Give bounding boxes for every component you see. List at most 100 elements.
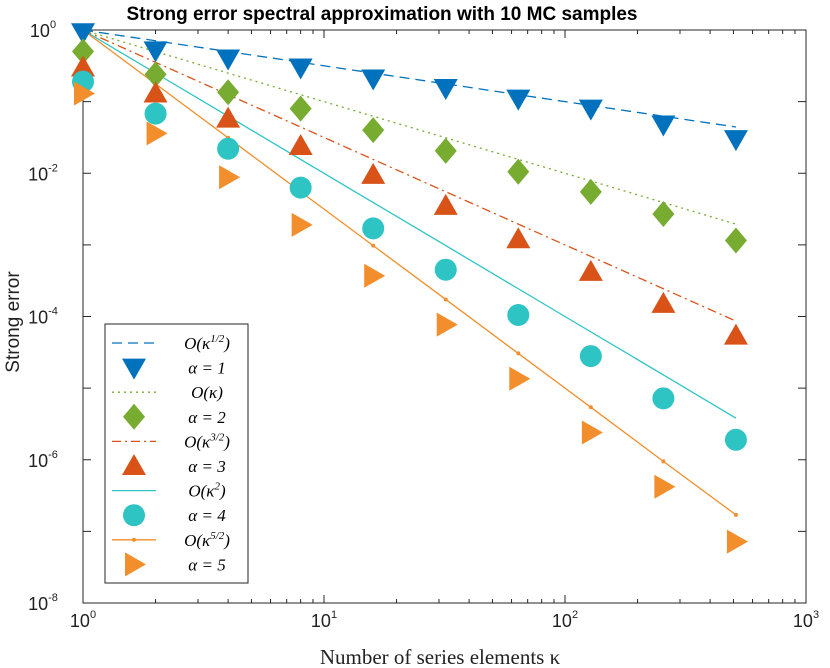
legend-entry: α = 2 (123, 403, 226, 430)
series-alpha-2 (72, 38, 747, 254)
legend-entry: O(κ2) (112, 481, 226, 501)
legend-line-dot (132, 537, 136, 542)
x-tick-label: 103 (793, 609, 819, 631)
data-point (146, 121, 168, 146)
chart-title: Strong error spectral approximation with… (126, 4, 637, 25)
series-alpha-1 (71, 23, 748, 152)
data-point (434, 258, 457, 281)
data-point (434, 137, 457, 164)
legend-entry: α = 1 (122, 358, 226, 380)
legend-label: α = 4 (188, 506, 226, 525)
legend-label: O(κ3/2) (184, 431, 230, 451)
legend-label: α = 5 (188, 555, 225, 574)
data-point (436, 312, 458, 337)
x-tick-label: 101 (311, 609, 337, 631)
legend-label: O(κ2) (188, 481, 226, 501)
y-tick-label: 10-6 (28, 449, 58, 471)
data-point (143, 41, 168, 63)
data-point (507, 158, 530, 185)
legend-entry: O(κ3/2) (112, 431, 230, 451)
legend-label: α = 1 (188, 359, 225, 378)
legend: O(κ1/2) α = 1 O(κ) α = 2 O(κ3/2) α = 3 O(κ2) α … (104, 323, 249, 584)
legend-label: α = 2 (188, 408, 226, 427)
data-point (74, 81, 95, 106)
series-alpha-4 (72, 70, 747, 451)
legend-entries: O(κ1/2) α = 1 O(κ) α = 2 O(κ3/2) α = 3 O(κ2) α … (112, 333, 230, 577)
data-point (219, 165, 241, 190)
legend-entry: α = 5 (125, 552, 226, 577)
data-point (144, 61, 167, 88)
x-tick-label: 100 (70, 609, 96, 631)
data-point (506, 227, 531, 249)
data-point (724, 428, 747, 451)
legend-label: α = 3 (188, 457, 225, 476)
data-point (433, 193, 458, 215)
data-point (651, 115, 676, 137)
axis-ticks: 100 101 102 103 100 10-2 10-4 10-6 10-8 (28, 19, 819, 631)
data-point (216, 49, 241, 71)
data-point (723, 130, 748, 152)
legend-entry: α = 4 (123, 504, 226, 527)
legend-entry: α = 3 (122, 454, 226, 476)
legend-label: O(κ) (191, 383, 223, 402)
data-point (726, 529, 748, 554)
data-point (288, 58, 313, 80)
reference-line-point (733, 512, 738, 517)
data-point (579, 178, 602, 205)
y-axis-label: Strong error (3, 271, 24, 373)
data-point (216, 106, 241, 128)
data-point (364, 263, 386, 288)
data-point (581, 420, 603, 445)
data-point (143, 81, 168, 103)
reference-line-5 (82, 29, 737, 516)
data-point (654, 474, 676, 499)
data-point (652, 387, 675, 410)
x-tick-label: 102 (552, 609, 578, 631)
data-point (651, 291, 676, 313)
data-point (71, 55, 95, 77)
reference-lines (82, 29, 738, 517)
data-point (723, 323, 748, 345)
legend-marker-swatch (123, 504, 145, 527)
series-alpha-3 (71, 55, 748, 345)
legend-label: O(κ5/2) (184, 530, 230, 550)
legend-marker-swatch (122, 454, 146, 475)
data-point (217, 137, 240, 160)
data-point (289, 95, 312, 122)
x-axis-label: Number of series elements κ (320, 645, 561, 668)
reference-line-4 (82, 29, 737, 419)
data-point (288, 134, 313, 156)
data-point (724, 227, 747, 254)
data-point (144, 102, 167, 125)
y-tick-label: 10-2 (28, 162, 58, 184)
legend-marker-swatch (125, 552, 146, 577)
legend-label: O(κ1/2) (184, 333, 230, 353)
reference-line-3 (82, 29, 737, 322)
data-point (433, 78, 458, 100)
y-tick-label: 10-4 (28, 306, 58, 328)
data-point (361, 69, 386, 91)
reference-line-point (443, 297, 448, 302)
legend-entry: O(κ) (112, 383, 223, 402)
data-point (652, 200, 675, 227)
legend-marker-swatch (122, 358, 146, 380)
data-point (509, 366, 531, 391)
reference-line-point (588, 405, 593, 410)
data-point (506, 89, 531, 111)
data-point (507, 303, 530, 326)
data-point (71, 23, 95, 45)
reference-line-1 (82, 29, 737, 128)
data-markers (71, 23, 748, 554)
data-point (578, 99, 603, 121)
data-point (291, 212, 313, 237)
y-tick-label: 100 (30, 19, 56, 41)
y-tick-label: 10-8 (28, 592, 58, 614)
legend-entry: O(κ1/2) (112, 333, 230, 353)
data-point (361, 162, 386, 184)
data-point (578, 259, 603, 281)
reference-line-point (371, 243, 376, 248)
reference-line-point (516, 351, 521, 356)
data-point (217, 79, 240, 106)
reference-line-point (661, 459, 666, 464)
